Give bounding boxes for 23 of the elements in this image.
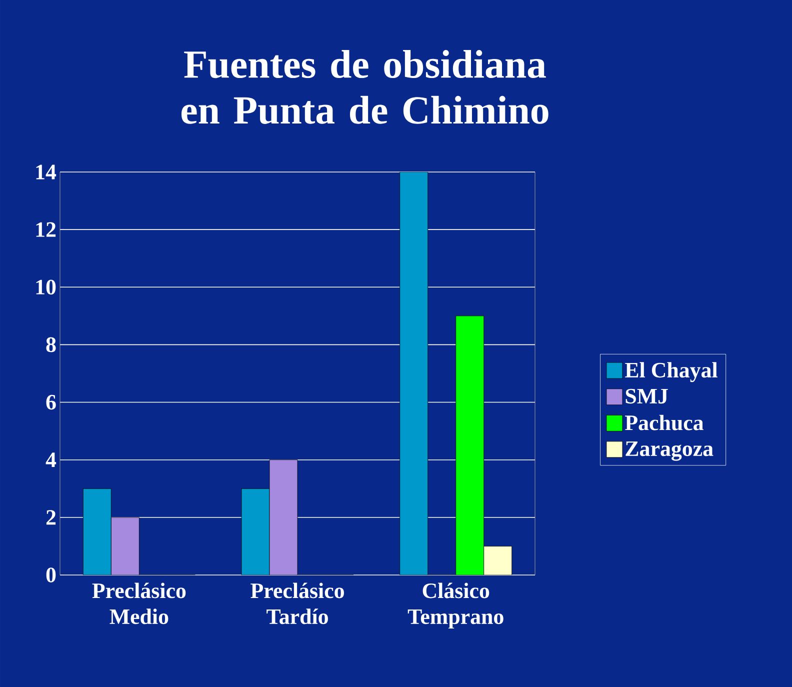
- y-tick-label: 2: [46, 510, 56, 525]
- bar: [270, 460, 298, 575]
- bar: [242, 488, 270, 575]
- y-tick-label: 4: [46, 452, 56, 468]
- x-tick-label: Preclásico Medio: [92, 582, 186, 624]
- x-tick-label: Clásico Temprano: [408, 582, 504, 629]
- legend-label: Pachuca: [625, 414, 704, 430]
- chart-title: Fuentes de obsidiana en Punta de Chimino: [181, 50, 548, 124]
- y-tick-label: 0: [46, 568, 56, 582]
- legend-label: SMJ: [626, 388, 668, 404]
- y-tick-label: 8: [46, 337, 56, 352]
- bar: [484, 546, 512, 575]
- x-tick-label: Preclásico Tardío: [250, 582, 344, 624]
- legend-label: El Chayal: [625, 362, 718, 382]
- bar: [111, 517, 140, 575]
- legend-label: Zaragoza: [626, 442, 714, 461]
- y-tick-label: 14: [36, 164, 56, 180]
- y-tick-label: 12: [36, 222, 56, 237]
- bar: [400, 172, 428, 575]
- bar: [83, 488, 112, 575]
- bar: [456, 316, 484, 575]
- y-tick-label: 10: [36, 280, 56, 295]
- y-tick-label: 6: [46, 394, 56, 410]
